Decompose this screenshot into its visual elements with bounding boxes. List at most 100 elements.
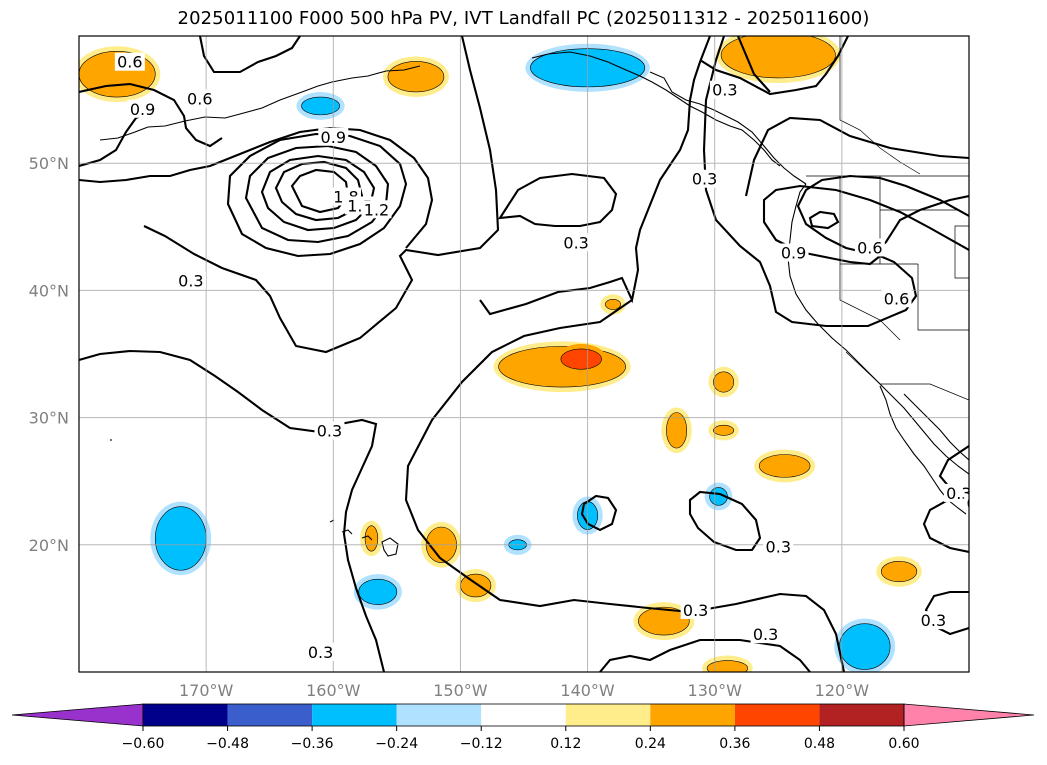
contour-label: 0.3: [178, 271, 203, 290]
contour-label-bg: [854, 238, 885, 257]
coastline-bc-inner: [649, 71, 807, 185]
contour-label-bg: [127, 99, 158, 118]
colorbar-tick-label: 0.24: [635, 736, 666, 752]
ivt-shade-region-17: [460, 573, 492, 598]
colorbar-tick-label: −0.36: [291, 736, 334, 752]
ivt-shade-region-20: [638, 606, 690, 636]
colorbar-tick-label: −0.48: [206, 736, 249, 752]
contour-label-bg: [943, 483, 969, 502]
colorbar-extend-min: [11, 703, 144, 727]
contour-label-bg: [680, 600, 711, 619]
contour-label: 0.6: [884, 289, 909, 308]
ivt-shade-region-13: [364, 525, 379, 552]
colorbar-box: [734, 704, 820, 726]
lat-tick-label: 50°N: [29, 154, 69, 173]
pv-contour-0.3-trough: [404, 299, 846, 672]
pv-contour-1.8-low: [274, 160, 364, 222]
ivt-shade-region-12: [154, 506, 207, 571]
pv-contour-0.9-low: [226, 132, 408, 258]
contour-label: 0.3: [563, 233, 588, 252]
latitude-labels: 50°N 40°N 30°N 20°N: [29, 154, 69, 555]
colorbar-box: [565, 704, 651, 726]
lon-tick-label: 130°W: [688, 681, 743, 700]
colorbar-box: [650, 704, 735, 726]
contour-label-bg: [305, 642, 336, 661]
lat-tick-label: 20°N: [29, 536, 69, 555]
contour-label: 0.6: [117, 53, 142, 72]
contour-label: 0.3: [692, 170, 717, 189]
lat-tick-label: 30°N: [29, 409, 69, 428]
lon-tick-label: 170°W: [179, 681, 234, 700]
contour-label: 0.9: [321, 128, 346, 147]
contour-label: 0.3: [766, 537, 791, 556]
contour-label-bg: [763, 537, 794, 556]
colorbar-box: [143, 704, 228, 726]
ivt-shade-region-7: [605, 299, 621, 310]
coastline-alaska-aleutian: [99, 65, 421, 141]
contour-label: 0.3: [946, 484, 971, 503]
pv-contour-0.3-south-edge: [599, 638, 811, 672]
island-hawaii-chain: [329, 519, 399, 557]
pv-contour-0.6-ne: [737, 36, 771, 93]
colorbar-tick-label: 0.12: [550, 736, 581, 752]
contour-label: 0.6: [857, 238, 882, 257]
lon-tick-label: 140°W: [560, 681, 615, 700]
ivt-shade-region-10: [713, 424, 735, 436]
contour-label-bg: [709, 80, 740, 99]
ivt-shade-region-16: [358, 578, 398, 605]
lon-tick-label: 120°W: [815, 681, 870, 700]
colorbar-tick-label: 0.60: [888, 736, 919, 752]
pv-contour-0.3-east-2: [796, 174, 969, 256]
contour-label: 0.3: [308, 643, 333, 662]
pv-contour-0.6-west: [79, 82, 223, 148]
ivt-shade-region-22: [839, 623, 891, 670]
longitude-labels: 170°W 160°W 150°W 140°W 130°W 120°W: [179, 681, 869, 700]
contour-label-bg: [689, 169, 720, 188]
ivt-shade-region-23: [706, 660, 749, 672]
map-frame: [78, 35, 970, 673]
pv-contour-0.3-north: [143, 36, 500, 354]
contour-label: 1.2: [364, 200, 389, 219]
contour-label: 0.9: [781, 244, 806, 263]
contour-label: 0.6: [187, 90, 212, 109]
pv-contour-0.3-main: [79, 349, 386, 672]
graticule-grid: [79, 36, 969, 672]
ivt-shade-region-4: [720, 36, 836, 79]
colorbar-box: [312, 704, 397, 726]
colorbar-box: [396, 704, 482, 726]
contour-label-bg: [750, 625, 781, 644]
colorbar: −0.60 −0.48 −0.36 −0.24 −0.12 0.12 0.24 0.36 0.4…: [11, 703, 1035, 752]
contour-label: 0.3: [753, 625, 778, 644]
contour-label: 0.3: [966, 494, 991, 513]
colorbar-tick-label: 0.48: [804, 736, 835, 752]
pv-contour-0.3-ridge: [479, 36, 711, 316]
contour-label-bg: [918, 611, 949, 630]
colorbar-box: [227, 704, 313, 726]
pv-contour-0.3-ne: [699, 36, 849, 96]
contour-label-bg: [184, 89, 215, 108]
contour-label: 0.3: [712, 81, 737, 100]
contour-label-bg: [881, 289, 912, 308]
contour-label: 0.3: [317, 422, 342, 441]
pv-contour-0.3-se-3: [924, 590, 969, 636]
colorbar-extend-max: [903, 703, 1035, 727]
contour-label: 0.3: [921, 611, 946, 630]
pv-contour-0.3-east: [702, 36, 969, 328]
ivt-shade-region-9: [713, 371, 735, 393]
colorbar-tick-label: 0.36: [719, 736, 750, 752]
ivt-shading-layer: [79, 36, 922, 672]
lat-tick-label: 40°N: [29, 281, 69, 300]
coastline-alaska-south: [531, 51, 781, 167]
colorbar-outline: [142, 703, 905, 727]
pv-contour-0.3-low: [497, 172, 618, 228]
contour-label-bg: [175, 271, 206, 290]
contour-label-bg: [318, 127, 349, 146]
pv-contour-0.6-east: [744, 116, 969, 197]
ivt-shade-region-6: [560, 348, 602, 370]
colorbar-box: [481, 704, 566, 726]
colorbar-tick-label: −0.60: [122, 736, 165, 752]
border-alaska-canada: [839, 36, 921, 175]
contour-label-bg: [964, 494, 969, 513]
ivt-shade-region-1: [387, 61, 445, 93]
